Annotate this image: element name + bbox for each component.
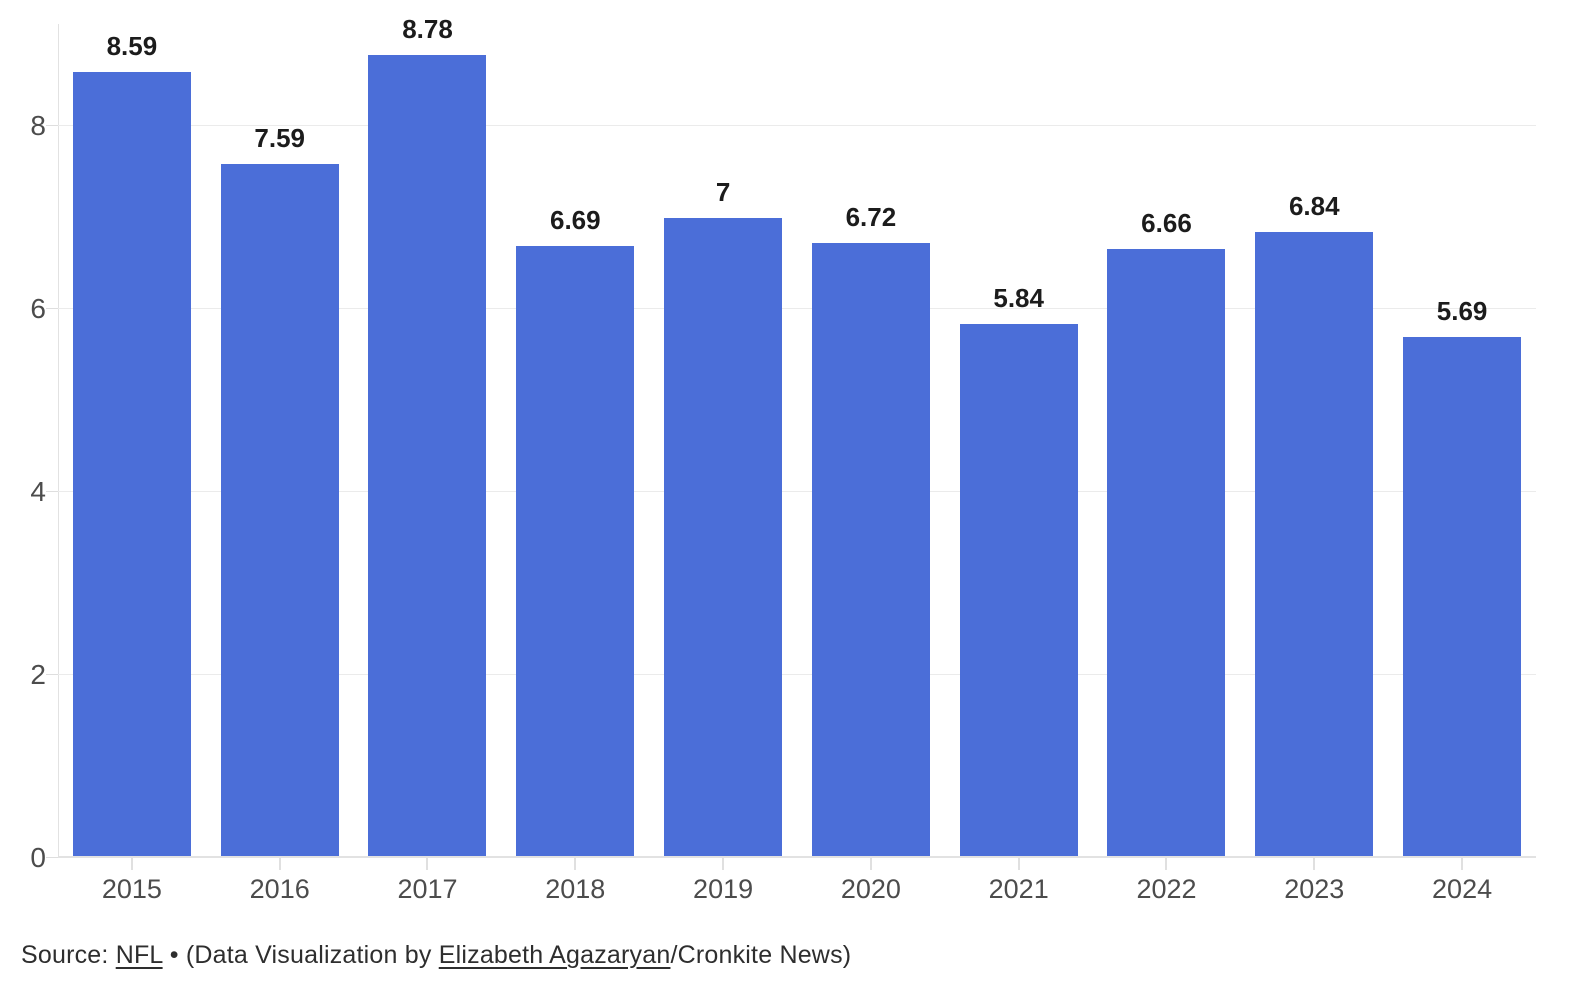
y-axis-line (58, 24, 59, 858)
x-tick-2019 (722, 858, 725, 870)
y-axis-label-2: 2 (30, 659, 46, 691)
source-middle: • (Data Visualization by (162, 941, 439, 969)
bar-slot-2015: 8.59 2015 (58, 24, 206, 904)
x-tick-2016 (278, 858, 281, 870)
gridline-6 (58, 308, 1536, 310)
y-tick-2 (46, 674, 58, 676)
bar-value-2024: 5.69 (1436, 296, 1488, 327)
bar-value-2020: 6.72 (845, 202, 897, 233)
bar-slot-2019: 7 2019 (649, 24, 797, 904)
bar-slot-2017: 8.78 2017 (354, 14, 502, 904)
x-tick-2017 (426, 858, 429, 870)
x-tick-2024 (1461, 858, 1464, 870)
x-axis-label-2022: 2022 (1136, 874, 1197, 904)
bar-2018 (516, 245, 635, 858)
bar-slot-2020: 6.72 2020 (797, 24, 945, 904)
x-axis-label-2017: 2017 (397, 874, 458, 904)
bar-value-2015: 8.59 (106, 31, 158, 62)
gridline-8 (58, 125, 1536, 127)
bar-slot-2023: 6.84 2023 (1240, 24, 1388, 904)
y-tick-8 (46, 125, 58, 127)
bar-2021 (959, 323, 1078, 858)
x-axis-label-2023: 2023 (1284, 874, 1345, 904)
x-axis-label-2016: 2016 (249, 874, 310, 904)
gridline-4 (58, 491, 1536, 493)
bar-slot-2016: 7.59 2016 (206, 24, 354, 904)
y-axis-label-8: 8 (30, 110, 46, 142)
y-tick-4 (46, 491, 58, 493)
x-axis-label-2019: 2019 (693, 874, 754, 904)
bar-value-2018: 6.69 (549, 204, 601, 235)
x-axis-baseline (58, 856, 1536, 858)
bar-2016 (220, 163, 339, 858)
bar-value-2022: 6.66 (1141, 207, 1192, 238)
bar-2015 (72, 72, 191, 858)
x-tick-2020 (869, 858, 872, 870)
bar-2022 (1107, 248, 1226, 858)
x-axis-label-2018: 2018 (545, 874, 606, 904)
x-tick-2022 (1165, 858, 1168, 870)
bar-2017 (368, 54, 487, 858)
bar-2024 (1403, 337, 1522, 858)
bar-slot-2018: 6.69 2018 (501, 24, 649, 904)
source-suffix: /Cronkite News) (670, 941, 852, 969)
bar-2019 (664, 217, 783, 858)
x-axis-label-2021: 2021 (988, 874, 1049, 904)
bar-slot-2022: 6.66 2022 (1093, 24, 1241, 904)
x-axis-label-2015: 2015 (101, 874, 162, 904)
x-tick-2023 (1313, 858, 1316, 870)
source-link-nfl[interactable]: NFL (115, 941, 163, 969)
bar-value-2023: 6.84 (1288, 191, 1340, 222)
x-tick-2021 (1017, 858, 1020, 870)
y-tick-6 (46, 308, 58, 310)
gridline-2 (58, 674, 1536, 676)
bar-2023 (1255, 232, 1374, 858)
bar-slot-2021: 5.84 2021 (945, 24, 1093, 904)
bars-layer: 8.59 2015 7.59 2016 8.78 2017 6.69 2018 7 2019 6.7… (58, 14, 1536, 904)
bar-2020 (811, 243, 930, 858)
x-axis-label-2024: 2024 (1432, 874, 1493, 904)
plot-area: 0 2 4 6 8 8.59 2015 7.59 2016 8.78 2017 6.69 2018 7 2… (30, 14, 1536, 904)
source-caption: Source: NFL • (Data Visualization by Eli… (21, 941, 851, 970)
bar-value-2021: 5.84 (993, 282, 1044, 313)
author-link[interactable]: Elizabeth Agazaryan (438, 941, 671, 969)
x-tick-2015 (130, 858, 133, 870)
y-tick-0 (46, 857, 58, 858)
y-axis-label-6: 6 (30, 293, 46, 325)
bar-value-2017: 8.78 (402, 13, 453, 44)
bar-slot-2024: 5.69 2024 (1388, 24, 1536, 904)
bar-value-2016: 7.59 (254, 122, 305, 153)
source-prefix: Source: (21, 941, 116, 969)
y-axis-label-0: 0 (30, 842, 46, 873)
y-axis-label-4: 4 (30, 476, 46, 508)
x-tick-2018 (574, 858, 577, 870)
x-axis-label-2020: 2020 (840, 874, 901, 904)
bar-value-2019: 7 (715, 176, 731, 207)
